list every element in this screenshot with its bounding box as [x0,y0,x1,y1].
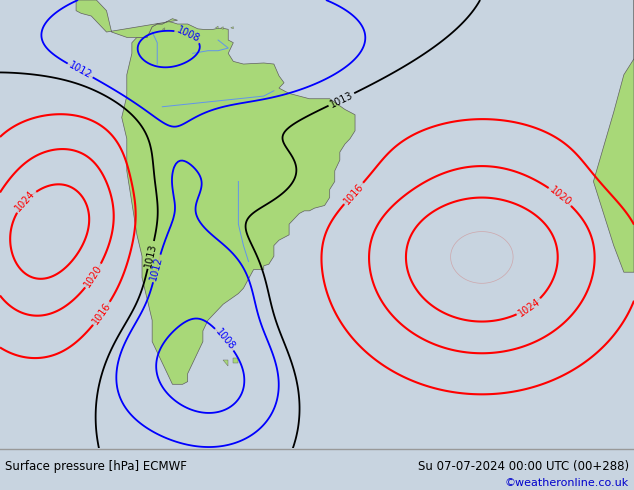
Text: 1016: 1016 [342,181,366,206]
Text: ©weatheronline.co.uk: ©weatheronline.co.uk [505,478,629,488]
Text: 1020: 1020 [82,263,105,289]
Polygon shape [216,26,218,29]
Polygon shape [231,26,233,29]
Text: 1020: 1020 [548,185,573,208]
Polygon shape [162,28,165,30]
Text: 1008: 1008 [175,25,202,44]
Text: Su 07-07-2024 00:00 UTC (00+288): Su 07-07-2024 00:00 UTC (00+288) [418,460,629,473]
Text: 1013: 1013 [143,242,158,268]
Text: 1016: 1016 [91,301,113,326]
Text: Surface pressure [hPa] ECMWF: Surface pressure [hPa] ECMWF [5,460,187,473]
Text: 1013: 1013 [328,90,354,109]
Text: 1012: 1012 [149,255,165,282]
Polygon shape [233,358,238,363]
Text: 1012: 1012 [67,60,93,81]
Polygon shape [221,26,223,29]
Polygon shape [223,360,228,366]
Text: 1024: 1024 [516,296,542,318]
Polygon shape [122,22,355,384]
Polygon shape [76,0,178,37]
Polygon shape [593,0,634,272]
Text: 1024: 1024 [13,189,37,214]
Text: 1008: 1008 [213,327,236,352]
